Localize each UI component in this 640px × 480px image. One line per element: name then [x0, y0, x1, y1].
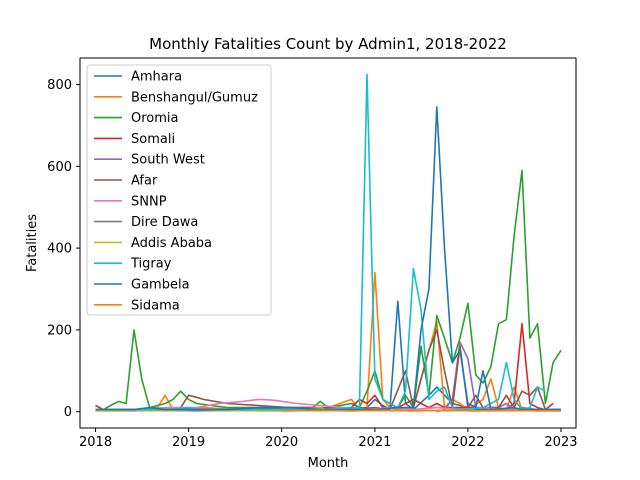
plot-lines — [95, 73, 562, 413]
legend-label-south-west: South West — [131, 153, 205, 168]
legend-box — [86, 64, 272, 316]
y-tick-label: 800 — [47, 78, 72, 93]
legend-label-sidama: Sidama — [131, 298, 180, 313]
y-tick-label: 600 — [47, 160, 72, 175]
x-axis-ticks: 2018 2019 2020 2021 2022 2023 — [79, 428, 578, 450]
plot-area-frame — [79, 57, 577, 429]
y-axis-ticks: 0 200 400 600 800 — [47, 78, 80, 420]
x-tick-label: 2020 — [265, 435, 298, 450]
legend-label-snnp: SNNP — [131, 194, 167, 209]
legend-label-dire-dawa: Dire Dawa — [131, 215, 198, 230]
x-tick-label: 2021 — [358, 435, 391, 450]
legend-label-oromia: Oromia — [131, 111, 179, 126]
y-tick-label: 400 — [47, 242, 72, 257]
legend-label-afar: Afar — [131, 174, 158, 189]
y-tick-label: 200 — [47, 323, 72, 338]
legend-label-addis-ababa: Addis Ababa — [131, 236, 212, 251]
chart-title: Monthly Fatalities Count by Admin1, 2018… — [149, 35, 507, 53]
legend-label-amhara: Amhara — [131, 70, 182, 85]
x-axis-title: Month — [308, 456, 349, 471]
legend: Amhara Benshangul/Gumuz Oromia Somali South … — [86, 64, 272, 316]
y-tick-label: 0 — [64, 405, 72, 420]
x-tick-label: 2023 — [544, 435, 577, 450]
legend-label-tigray: Tigray — [130, 257, 172, 272]
x-tick-label: 2022 — [451, 435, 484, 450]
x-tick-label: 2019 — [172, 435, 205, 450]
legend-label-benshangul-gumuz: Benshangul/Gumuz — [131, 90, 258, 105]
legend-label-gambela: Gambela — [131, 278, 190, 293]
series-line-afar — [95, 329, 561, 411]
y-axis-title: Fatalities — [25, 214, 40, 272]
x-tick-label: 2018 — [79, 435, 112, 450]
series-line-gambela — [95, 106, 561, 411]
legend-label-somali: Somali — [131, 132, 175, 147]
